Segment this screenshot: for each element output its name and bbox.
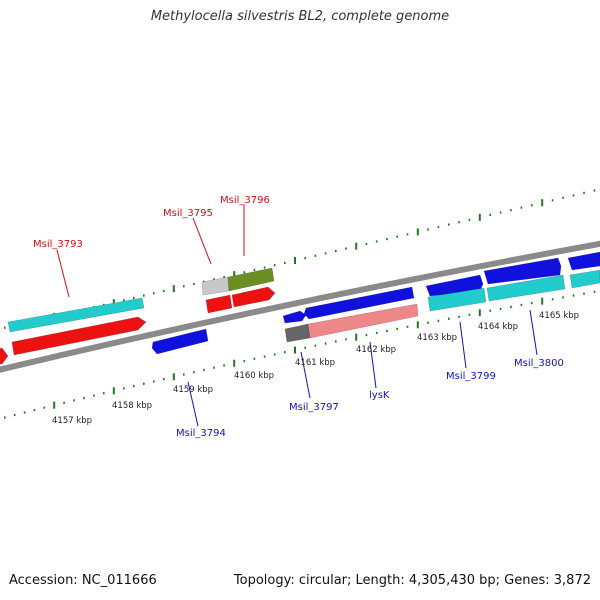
gene-label-lysk[interactable]: lysK: [369, 390, 390, 401]
scale-label: 4164 kbp: [478, 322, 518, 332]
scale-labels: 4157 kbp 4158 kbp 4159 kbp 4160 kbp 4161…: [52, 311, 579, 426]
accession-text: Accession: NC_011666: [9, 573, 157, 588]
scale-label: 4165 kbp: [539, 311, 579, 321]
gene-msil-3795-red[interactable]: [205, 294, 233, 314]
gene-edge-blue[interactable]: [567, 251, 600, 271]
scale-label: 4159 kbp: [173, 385, 213, 395]
gene-label-msil-3796[interactable]: Msil_3796: [220, 195, 270, 206]
gene-track: [0, 251, 600, 365]
gene-lysk-blue[interactable]: [303, 286, 415, 320]
gene-callouts: [56, 205, 538, 427]
gene-label-msil-3793[interactable]: Msil_3793: [33, 239, 83, 250]
scale-label: 4162 kbp: [356, 345, 396, 355]
genome-backbone: [0, 240, 600, 373]
callout-line-msil-3797: [300, 351, 311, 399]
scale-label: 4160 kbp: [234, 371, 274, 381]
scale-label: 4158 kbp: [112, 401, 152, 411]
gene-label-msil-3799[interactable]: Msil_3799: [446, 371, 496, 382]
gene-msil-3793-cyan[interactable]: [7, 297, 145, 333]
scale-label: 4157 kbp: [52, 416, 92, 426]
gene-label-msil-3795[interactable]: Msil_3795: [163, 208, 213, 219]
callout-line-msil-3795: [192, 217, 212, 265]
scale-label: 4163 kbp: [417, 333, 457, 343]
inner-tick-ring: [4, 290, 596, 419]
gene-edge-cyan[interactable]: [569, 269, 600, 289]
gene-labels: Msil_3793 Msil_3795 Msil_3796 Msil_3794 …: [33, 195, 564, 439]
callout-line-msil-3799: [459, 321, 467, 369]
gene-msil-3799[interactable]: [427, 287, 487, 312]
gene-msil-3800[interactable]: [486, 274, 566, 302]
gene-lysk[interactable]: [307, 303, 419, 339]
callout-line-msil-3800: [529, 309, 538, 356]
gene-msil-3796[interactable]: [227, 267, 275, 292]
gene-red-small[interactable]: [231, 286, 276, 308]
map-title: Methylocella silvestris BL2, complete ge…: [150, 9, 450, 24]
callout-line-msil-3793: [56, 249, 70, 298]
gene-msil-3800-blue[interactable]: [483, 257, 562, 285]
gene-label-msil-3794[interactable]: Msil_3794: [176, 428, 226, 439]
callout-line-msil-3794: [187, 381, 199, 427]
gene-label-msil-3800[interactable]: Msil_3800: [514, 358, 564, 369]
gene-msil-3793-red[interactable]: [11, 316, 147, 356]
genome-summary-text: Topology: circular; Length: 4,305,430 bp…: [233, 573, 591, 588]
gene-label-msil-3797[interactable]: Msil_3797: [289, 402, 339, 413]
callout-line-lysk: [369, 341, 377, 389]
gene-msil-3795-light[interactable]: [201, 276, 230, 296]
gene-msil-3797-blue[interactable]: [282, 310, 307, 324]
gene-msil-3792-red[interactable]: [0, 347, 9, 365]
gene-msil-3797-gray[interactable]: [284, 323, 311, 343]
scale-label: 4161 kbp: [295, 358, 335, 368]
gene-msil-3794[interactable]: [151, 328, 209, 355]
